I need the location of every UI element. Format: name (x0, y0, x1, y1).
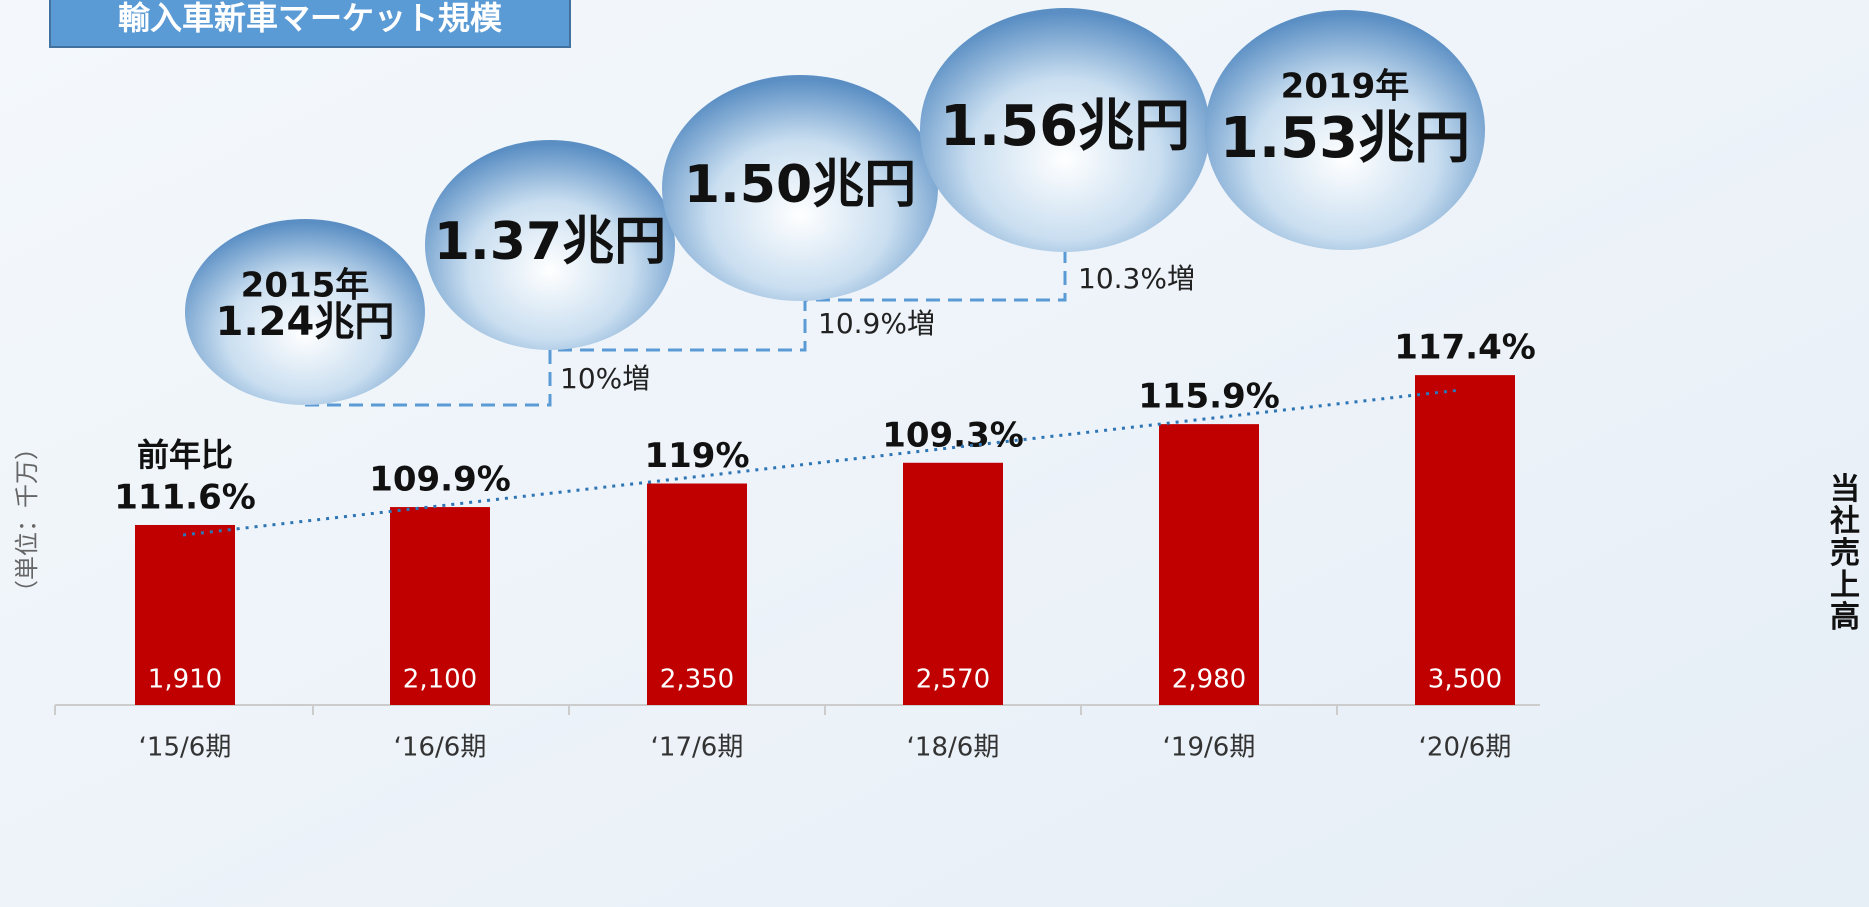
yoy-title: 前年比 (137, 436, 233, 474)
yoy-label: 111.6% (114, 477, 256, 517)
x-tick-label: ‘20/6期 (1419, 733, 1512, 763)
bubble-label: 1.24兆円 (216, 299, 395, 345)
x-tick-label: ‘17/6期 (651, 733, 744, 763)
market-bubble (662, 75, 938, 301)
bar (390, 507, 490, 705)
x-tick-label: ‘19/6期 (1163, 733, 1256, 763)
yoy-label: 109.3% (882, 415, 1024, 455)
bar (903, 462, 1003, 705)
x-tick-label: ‘18/6期 (907, 733, 1000, 763)
value-label: 1,910 (148, 665, 222, 695)
yoy-label: 117.4% (1394, 328, 1536, 368)
bubble-label: 1.37兆円 (434, 212, 666, 272)
yoy-label: 115.9% (1138, 377, 1280, 417)
trend-line (182, 388, 1461, 537)
market-bubble (1205, 10, 1485, 250)
bar (1415, 375, 1515, 705)
bar (135, 524, 235, 705)
value-label: 3,500 (1428, 665, 1502, 695)
y-axis-label: （単位：千万） (13, 436, 41, 604)
right-label: 当社売上高 (1830, 472, 1860, 635)
growth-label: 10.9%増 (818, 307, 935, 340)
growth-label: 10%増 (560, 362, 650, 395)
x-tick-label: ‘15/6期 (139, 733, 232, 763)
yoy-label: 119% (644, 436, 749, 476)
bubble-year: 2015年 (241, 266, 370, 306)
bubble-label: 1.53兆円 (1220, 106, 1470, 171)
x-tick-label: ‘16/6期 (394, 733, 487, 763)
bubble-label: 1.50兆円 (684, 155, 916, 215)
bubble-year: 2019年 (1281, 67, 1410, 107)
yoy-label: 109.9% (369, 460, 511, 500)
bar (647, 483, 747, 705)
bar (1159, 424, 1259, 705)
value-label: 2,100 (403, 665, 477, 695)
value-label: 2,570 (916, 665, 990, 695)
growth-label: 10.3%増 (1078, 262, 1195, 295)
market-bubble (920, 8, 1210, 252)
market-bubble (425, 140, 675, 350)
growth-step-line (305, 250, 1067, 407)
chart-title: 輸入車新車マーケット規模 (118, 0, 502, 37)
bubble-label: 1.56兆円 (940, 94, 1190, 159)
value-label: 2,980 (1172, 665, 1246, 695)
value-label: 2,350 (660, 665, 734, 695)
title-box (49, 0, 571, 48)
market-bubble (185, 219, 425, 405)
